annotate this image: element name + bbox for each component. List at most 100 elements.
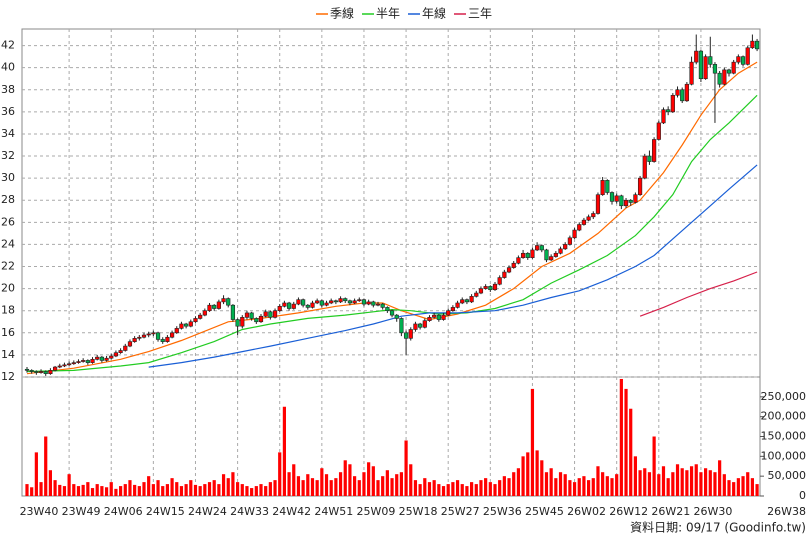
candle-body <box>422 320 427 328</box>
candle-body <box>146 333 151 336</box>
x-tick-label: 25W36 <box>483 505 522 518</box>
volume-bar <box>708 470 712 496</box>
candle-body <box>319 300 324 306</box>
x-tick-label: 23W49 <box>62 505 101 518</box>
candle-body <box>511 262 516 268</box>
candle-body <box>394 314 399 319</box>
volume-bar <box>507 478 511 496</box>
volume-bar <box>746 472 750 496</box>
candle-body <box>478 288 484 294</box>
volume-bar <box>582 476 586 496</box>
volume-bar <box>90 488 95 496</box>
candle-body <box>109 355 114 359</box>
candle-body <box>286 302 292 309</box>
volume-bar <box>671 472 675 496</box>
volume-bar <box>259 484 263 496</box>
volume-bar <box>278 452 282 496</box>
volume-bar <box>184 484 188 496</box>
volume-bar <box>161 486 165 496</box>
volume-bar <box>95 484 99 496</box>
candle-body <box>464 299 470 303</box>
candle-body <box>310 302 315 308</box>
y-tick-label: 20 <box>1 282 15 295</box>
volume-bar <box>755 484 759 496</box>
candle-body <box>104 357 109 361</box>
volume-bar <box>273 480 277 496</box>
volume-bar <box>81 484 85 496</box>
candle-body <box>123 345 128 351</box>
candle-body <box>553 252 558 257</box>
candle-body <box>169 332 175 338</box>
candle-body <box>712 64 718 74</box>
volume-bar <box>596 466 600 496</box>
y2-tick-label: 200,000 <box>761 410 807 423</box>
candle-body <box>694 50 699 63</box>
volume-bar <box>58 484 62 496</box>
candle-body <box>85 360 90 363</box>
candle-body <box>577 224 582 231</box>
candle-body <box>43 371 48 374</box>
candle-body <box>198 314 203 319</box>
candle-body <box>698 50 704 80</box>
candle-body <box>717 72 722 85</box>
candle-body <box>366 301 371 305</box>
candle-body <box>609 192 615 202</box>
candle-body <box>647 155 652 162</box>
candle-body <box>642 155 647 179</box>
candle-body <box>212 304 217 309</box>
candle-body <box>137 336 142 339</box>
candle-body <box>361 299 367 305</box>
volume-bar <box>119 486 123 496</box>
candle-body <box>343 298 348 302</box>
candle-body <box>99 356 104 361</box>
x-tick-label: 24W33 <box>230 505 269 518</box>
candle-body <box>380 303 385 308</box>
candle-body <box>469 296 474 303</box>
candle-body <box>24 368 30 371</box>
volume-bar <box>381 476 385 496</box>
candle-body <box>432 314 437 318</box>
volume-bar <box>470 482 474 496</box>
volume-bar <box>465 486 469 496</box>
x-tick-label: 24W06 <box>104 505 143 518</box>
candle-body <box>352 300 357 304</box>
candle-body <box>160 339 165 342</box>
volume-bar <box>666 478 670 496</box>
volume-bar <box>750 478 754 496</box>
candle-body <box>544 249 549 261</box>
volume-bar <box>371 466 375 496</box>
volume-bar <box>395 474 399 496</box>
volume-bar <box>338 472 343 496</box>
volume-bar <box>479 480 483 496</box>
volume-bar <box>221 474 226 496</box>
candle-body <box>118 350 123 353</box>
y-tick-label: 34 <box>1 127 15 140</box>
volume-bar <box>432 480 436 496</box>
volume-bar <box>329 480 333 496</box>
volume-bar <box>409 464 413 496</box>
candle-body <box>670 94 675 113</box>
candle-body <box>572 229 577 239</box>
candle-body <box>38 371 44 373</box>
candle-body <box>62 364 67 367</box>
plot-frame <box>21 28 761 497</box>
candle-body <box>57 365 62 368</box>
x-tick-label: 25W18 <box>399 505 438 518</box>
volume-bar <box>268 482 272 496</box>
candle-body <box>708 56 713 65</box>
candle-body <box>291 303 296 309</box>
volume-bar <box>460 484 464 496</box>
candle-body <box>235 319 240 327</box>
volume-bar <box>67 474 71 496</box>
volume-bar <box>292 464 296 496</box>
candle-body <box>619 195 624 207</box>
volume-bar <box>568 480 572 496</box>
volume-bar <box>287 472 291 496</box>
candle-body <box>535 245 540 251</box>
candle-body <box>520 252 526 258</box>
candle-body <box>174 328 179 334</box>
legend-label: 三年 <box>468 7 492 21</box>
y-tick-label: 40 <box>1 61 15 74</box>
x-tick-label: 25W27 <box>441 505 480 518</box>
candle-body <box>127 341 133 347</box>
